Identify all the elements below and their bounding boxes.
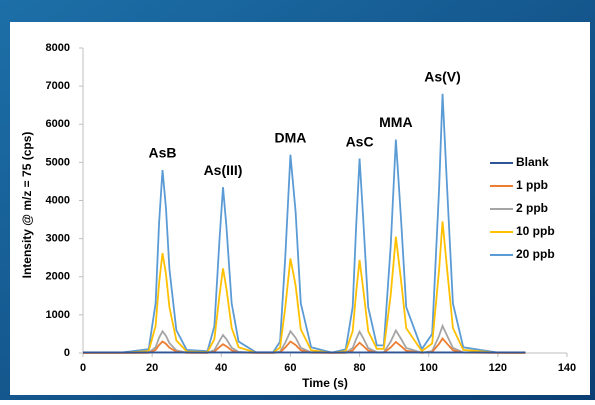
x-tick-label: 20 bbox=[146, 362, 158, 374]
peak-label: As(III) bbox=[204, 162, 243, 178]
x-axis-title: Time (s) bbox=[302, 376, 348, 390]
legend-label: 1 ppb bbox=[516, 178, 548, 192]
x-tick-label: 100 bbox=[420, 362, 438, 374]
y-tick-label: 6000 bbox=[46, 118, 70, 130]
legend-label: 2 ppb bbox=[516, 201, 548, 215]
y-tick-label: 2000 bbox=[46, 271, 70, 283]
legend-label: 10 ppb bbox=[516, 224, 555, 238]
y-tick-label: 7000 bbox=[46, 80, 70, 92]
peak-label: As(V) bbox=[424, 68, 461, 84]
x-tick-label: 0 bbox=[80, 362, 86, 374]
peak-label: AsC bbox=[346, 133, 374, 149]
y-tick-label: 5000 bbox=[46, 156, 70, 168]
y-tick-label: 0 bbox=[64, 347, 70, 359]
x-tick-label: 40 bbox=[215, 362, 227, 374]
peak-label: DMA bbox=[274, 129, 306, 145]
peak-label: AsB bbox=[149, 145, 177, 161]
y-tick-label: 4000 bbox=[46, 194, 70, 206]
legend-label: 20 ppb bbox=[516, 247, 555, 261]
page: {"chart_data": {"type": "line", "xlabel"… bbox=[0, 0, 595, 400]
legend-label: Blank bbox=[516, 155, 549, 169]
flare bbox=[141, 22, 169, 50]
x-tick-label: 80 bbox=[353, 362, 365, 374]
x-tick-label: 60 bbox=[284, 362, 296, 374]
y-axis-title: Intensity @ m/z = 75 (cps) bbox=[20, 132, 34, 279]
chart: Time (s) Intensity @ m/z = 75 (cps) 0 100… bbox=[0, 0, 595, 400]
y-tick-label: 8000 bbox=[46, 42, 70, 54]
x-tick-label: 120 bbox=[489, 362, 507, 374]
peak-label: MMA bbox=[379, 114, 412, 130]
x-tick-label: 140 bbox=[558, 362, 576, 374]
y-tick-label: 1000 bbox=[46, 309, 70, 321]
y-tick-label: 3000 bbox=[46, 233, 70, 245]
